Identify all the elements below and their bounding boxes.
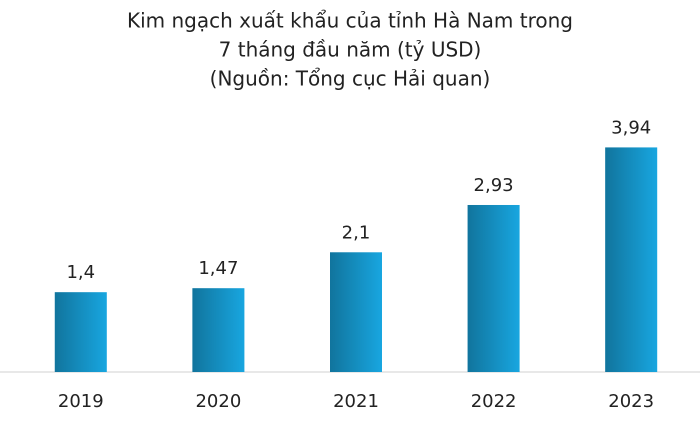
bar-shade [330, 252, 382, 372]
chart-title: (Nguồn: Tổng cục Hải quan) [210, 67, 491, 91]
value-label: 1,47 [198, 258, 238, 279]
x-tick-label: 2020 [195, 391, 241, 412]
x-tick-label: 2022 [471, 391, 517, 412]
bar-shade [467, 204, 520, 372]
value-label: 2,1 [342, 222, 371, 243]
chart-title: Kim ngạch xuất khẩu của tỉnh Hà Nam tron… [127, 9, 573, 33]
bar-shade [192, 288, 245, 372]
bar-shade [54, 292, 107, 372]
value-label: 3,94 [611, 117, 651, 138]
value-label: 2,93 [474, 175, 514, 196]
bar-shade [605, 147, 658, 372]
chart-title: 7 tháng đầu năm (tỷ USD) [219, 38, 482, 62]
x-tick-label: 2021 [333, 391, 379, 412]
x-tick-label: 2023 [608, 391, 654, 412]
x-tick-label: 2019 [58, 391, 104, 412]
value-label: 1,4 [66, 262, 95, 283]
